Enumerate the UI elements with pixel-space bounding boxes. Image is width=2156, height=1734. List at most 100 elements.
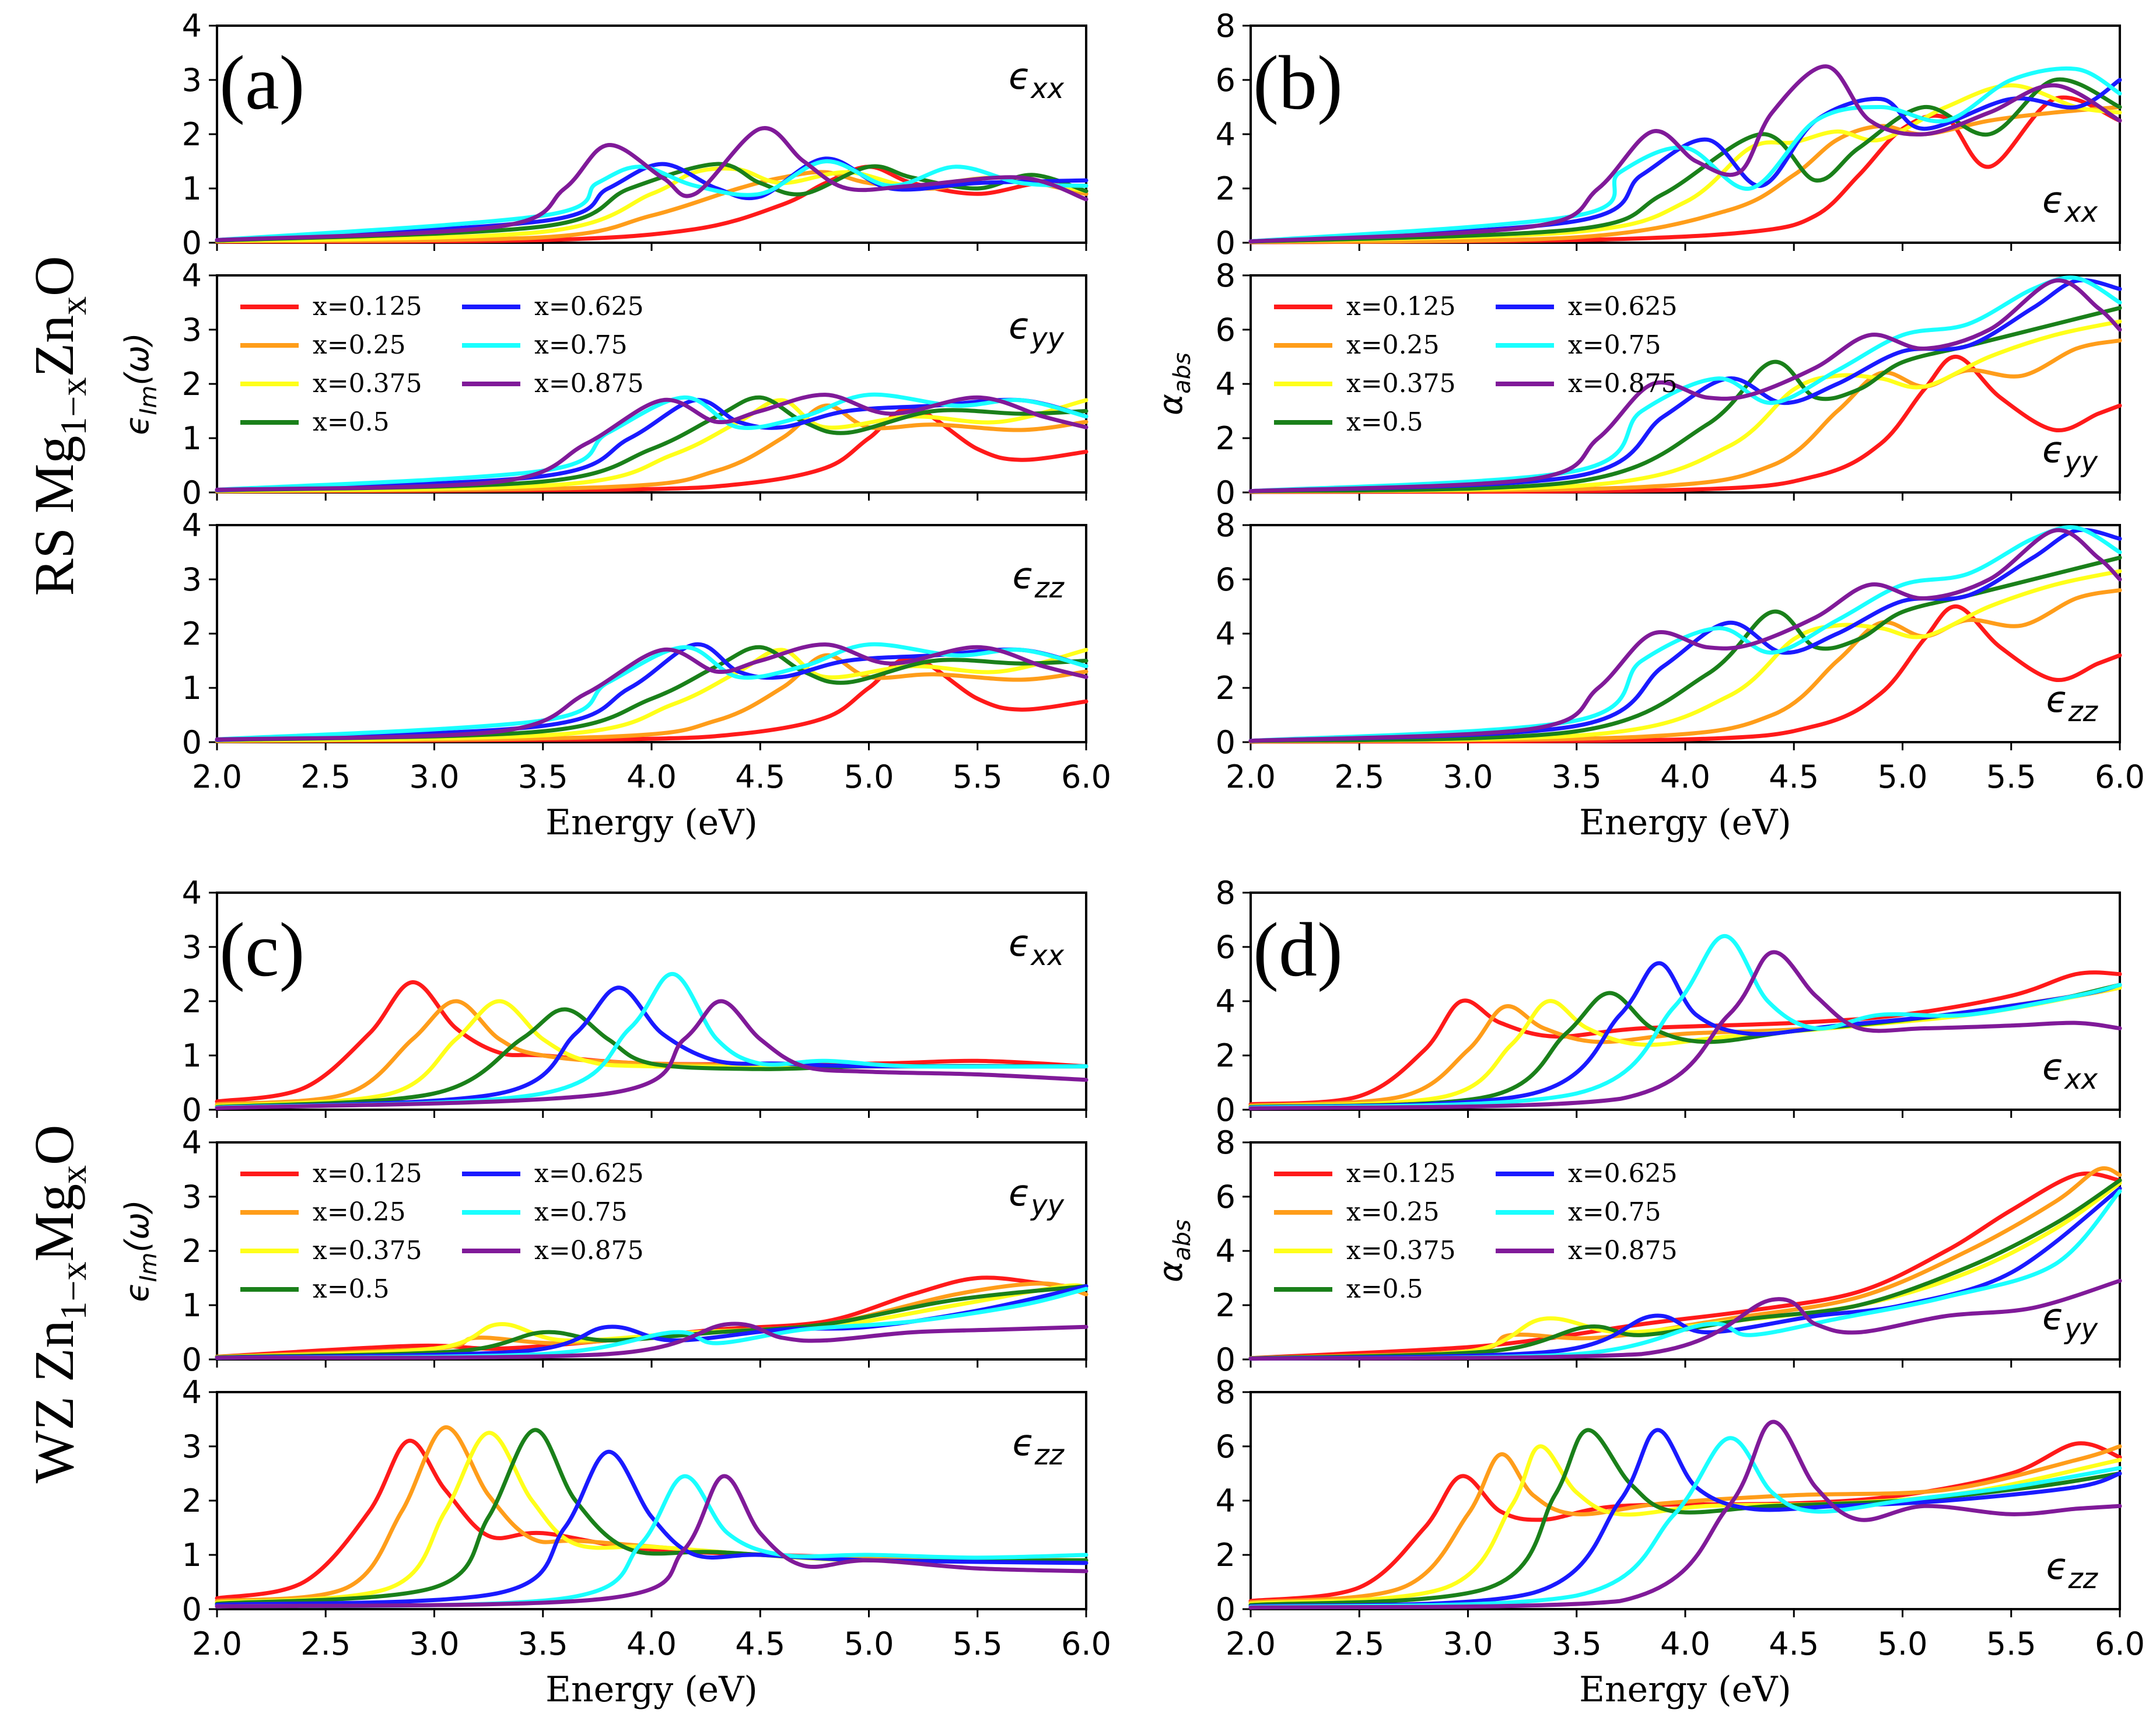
panel-d-sub-2-xtick-label: 3.5 — [1552, 1625, 1602, 1662]
panel-d-sub-1-legend-entry: x=0.5 — [1346, 1274, 1423, 1304]
panel-c-sub-1-legend-entry: x=0.625 — [534, 1159, 644, 1188]
panel-d-sub-2-series-x-0.125 — [1248, 1441, 2122, 1603]
panel-a-sub-1-legend-entry: x=0.625 — [534, 292, 644, 321]
panel-b-sub-1-ytick-label: 8 — [1216, 257, 1236, 294]
panel-c-sub-0-ytick-label: 4 — [182, 875, 202, 911]
panel-b-sub-0-series-x-0.875 — [1248, 64, 2122, 244]
panel-a-sub-2-xtick-label: 6.0 — [1061, 758, 1111, 795]
panel-c-sub-2-xtick-label: 4.0 — [626, 1625, 677, 1662]
panel-d-sub-1-series-x-0.875 — [1248, 1278, 2122, 1361]
panel-c-sub-0-series-x-0.75 — [215, 972, 1088, 1110]
panel-b-sub-0-component-label-symbol: ϵ — [2042, 179, 2064, 221]
panel-b-sub-2-xtick-label: 2.0 — [1226, 758, 1276, 795]
panel-c-sub-2-xtick-label: 6.0 — [1061, 1625, 1111, 1662]
panel-d-sub-2-ytick-label: 2 — [1216, 1537, 1236, 1574]
panel-d-sub-1-legend-entry: x=0.75 — [1568, 1197, 1661, 1227]
panel-b-sub-1-legend-entry: x=0.625 — [1568, 292, 1678, 321]
panel-b-sub-1-legend-entry: x=0.875 — [1568, 369, 1678, 398]
panel-b-sub-2-series-x-0.875 — [1248, 528, 2122, 743]
panel-c-sub-2-component-label-symbol: ϵ — [1012, 1421, 1034, 1464]
panel-a-sub-1-component-label-subscript: yy — [1030, 322, 1064, 355]
panel-b-sub-2-ytick-label: 8 — [1216, 507, 1236, 544]
text-layer: 01234ϵxx(a)01234ϵyyx=0.125x=0.25x=0.375x… — [118, 8, 2145, 1710]
panel-a-sub-1-ytick-label: 4 — [182, 257, 202, 294]
panel-d-sub-2-ytick-label: 4 — [1216, 1483, 1236, 1519]
panel-c-sub-0-component-label-symbol: ϵ — [1009, 922, 1031, 964]
panel-b-sub-1-legend-entry: x=0.125 — [1346, 292, 1456, 321]
panel-a-sub-1-legend-entry: x=0.5 — [313, 407, 390, 437]
panel-c-sub-1-ytick-label: 3 — [182, 1179, 202, 1215]
panel-a-sub-2-component-label: ϵzz — [1012, 554, 1065, 604]
panel-c-sub-0-series-x-0.875 — [215, 999, 1088, 1110]
panel-a-sub-2-ytick-label: 1 — [182, 670, 202, 707]
panel-d-sub-2-xtick-label: 6.0 — [2095, 1625, 2145, 1662]
panel-c-sub-1-component-label-subscript: yy — [1030, 1189, 1064, 1222]
panel-b-sub-0-ytick-label: 4 — [1216, 116, 1236, 153]
panel-b-sub-1-ytick-label: 6 — [1216, 312, 1236, 348]
panel-c-sub-0-component-label-subscript: xx — [1030, 939, 1064, 972]
panel-a-sub-1-series-x-0.375 — [215, 398, 1088, 493]
panel-a-sub-0-ytick-label: 2 — [182, 116, 202, 153]
panel-c-sub-2-component-label: ϵzz — [1012, 1421, 1065, 1471]
panel-d-sub-2-series-x-0.5 — [1248, 1428, 2122, 1607]
panel-d-sub-2-xtick-label: 5.5 — [1986, 1625, 2036, 1662]
panel-d-sub-1-ytick-label: 4 — [1216, 1233, 1236, 1270]
panel-b-sub-1-ylabel-sub: abs — [1169, 352, 1196, 394]
panel-d-sub-1-ytick-label: 2 — [1216, 1287, 1236, 1324]
material-label-wz: WZ Zn1−xMgxO — [23, 1125, 94, 1484]
panel-d-sub-2-xtick-label: 3.0 — [1443, 1625, 1493, 1662]
panel-d-sub-2-xtick-label: 5.0 — [1878, 1625, 1928, 1662]
panel-b-sub-0-ytick-label: 6 — [1216, 62, 1236, 99]
panel-b-sub-1-component-label-symbol: ϵ — [2042, 428, 2064, 471]
panel-c-sub-1-legend-entry: x=0.75 — [534, 1197, 628, 1227]
panel-b-sub-1-legend-entry: x=0.5 — [1346, 407, 1423, 437]
panel-a-sub-1-series-x-0.875 — [215, 393, 1088, 492]
panel-c-sub-1-legend-entry: x=0.25 — [313, 1197, 406, 1227]
panel-d-sub-0-ytick-label: 0 — [1216, 1092, 1236, 1128]
panel-a-sub-0-ytick-label: 3 — [182, 62, 202, 99]
panel-c-sub-2-ytick-label: 2 — [182, 1483, 202, 1519]
panel-d-sub-0-ytick-label: 2 — [1216, 1037, 1236, 1074]
panel-c-sub-1-legend-entry: x=0.125 — [313, 1159, 422, 1188]
panel-c-xlabel: Energy (eV) — [545, 1669, 758, 1710]
panel-c-sub-2-ytick-label: 1 — [182, 1537, 202, 1574]
panel-d-sub-2-ytick-label: 0 — [1216, 1591, 1236, 1628]
panel-d-sub-1-component-label-subscript: yy — [2063, 1313, 2098, 1345]
panel-b-sub-2-series-x-0.5 — [1248, 555, 2122, 743]
panel-a-sub-0-axes-frame — [216, 25, 1087, 244]
panel-d-sub-2-component-label-symbol: ϵ — [2046, 1545, 2068, 1588]
panel-a-sub-0-component-label-symbol: ϵ — [1009, 55, 1031, 97]
panel-d-sub-2-component-label-subscript: zz — [2068, 1562, 2099, 1595]
panel-a-sub-2-series-x-0.875 — [215, 642, 1088, 742]
panel-c-sub-2-ytick-label: 4 — [182, 1374, 202, 1411]
panel-d-sub-0-component-label: ϵxx — [2042, 1046, 2098, 1096]
panel-d-sub-2-xtick-label: 4.0 — [1660, 1625, 1710, 1662]
panel-a-sub-2-xtick-label: 3.0 — [410, 758, 460, 795]
panel-c-sub-1-ytick-label: 1 — [182, 1287, 202, 1324]
panel-label-a: (a) — [219, 40, 305, 125]
panel-a-xlabel: Energy (eV) — [545, 802, 758, 843]
panel-b-sub-2-xtick-label: 3.5 — [1552, 758, 1602, 795]
panel-c-sub-1-legend-entry: x=0.375 — [313, 1236, 422, 1265]
panel-a-sub-0-component-label: ϵxx — [1009, 55, 1065, 105]
panel-d-sub-0-ytick-label: 8 — [1216, 875, 1236, 911]
panel-b-sub-1-series-x-0.75 — [1248, 275, 2122, 494]
panel-d-sub-1-ytick-label: 0 — [1216, 1341, 1236, 1378]
panel-b-sub-1-ytick-label: 0 — [1216, 474, 1236, 511]
panel-b-sub-2-xtick-label: 4.5 — [1769, 758, 1819, 795]
panel-c-sub-1-legend-entry: x=0.875 — [534, 1236, 644, 1265]
panel-a-sub-0-ytick-label: 1 — [182, 170, 202, 207]
panel-d-sub-0-ytick-label: 6 — [1216, 929, 1236, 966]
panel-c-sub-0-series-x-0.125 — [215, 980, 1088, 1104]
panel-label-c: (c) — [219, 907, 305, 992]
panel-c-sub-1-ylabel-arg: (ω) — [118, 1200, 156, 1253]
panel-b-sub-1-ylabel: αabs — [1152, 352, 1196, 415]
panel-a-sub-2-xtick-label: 4.5 — [735, 758, 785, 795]
panel-c-sub-2-axes-frame — [216, 1391, 1087, 1610]
panel-b-sub-2-xtick-label: 4.0 — [1660, 758, 1710, 795]
panel-a-sub-2-series-x-0.5 — [215, 645, 1088, 742]
panel-a-sub-1-ylabel-arg: (ω) — [118, 333, 156, 386]
panel-a-sub-1-component-label: ϵyy — [1009, 305, 1065, 355]
panel-b-sub-1-ytick-label: 4 — [1216, 366, 1236, 403]
panel-b-sub-1-series-x-0.625 — [1248, 278, 2122, 494]
